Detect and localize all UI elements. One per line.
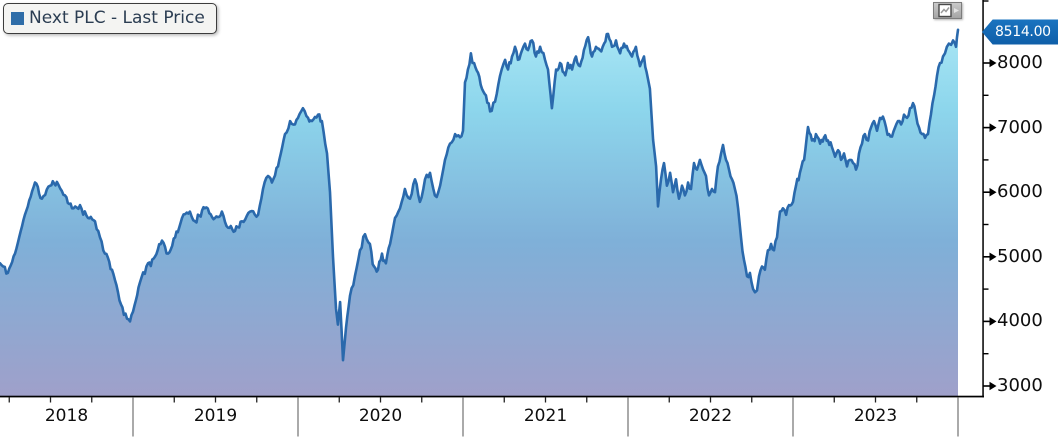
y-axis-label: 5000 — [997, 245, 1043, 267]
y-axis-label: 7000 — [997, 116, 1043, 138]
axes — [0, 0, 997, 437]
y-axis-tick-arrow-icon — [989, 317, 997, 326]
price-area — [0, 29, 958, 397]
legend[interactable]: Next PLC - Last Price — [3, 3, 217, 34]
x-axis-year-label: 2018 — [44, 406, 89, 426]
series-marker-icon — [11, 11, 24, 25]
y-axis-label: 4000 — [997, 310, 1043, 332]
last-price-value: 8514.00 — [995, 24, 1051, 40]
x-axis-year-label: 2021 — [523, 406, 568, 426]
y-axis-tick-arrow-icon — [989, 187, 997, 197]
y-axis-label: 8000 — [997, 52, 1043, 73]
x-axis-year-label: 2019 — [193, 406, 238, 426]
price-line — [0, 28, 960, 362]
x-axis-year-label: 2023 — [853, 406, 898, 426]
last-price-badge: 8514.00 — [982, 19, 1058, 45]
y-axis-label: 3000 — [997, 375, 1043, 396]
y-axis-tick-arrow-icon — [989, 381, 997, 391]
x-axis-year-label: 2020 — [358, 406, 403, 426]
y-axis-line — [982, 0, 984, 398]
x-axis-line — [0, 395, 984, 398]
line-chart-icon — [938, 3, 959, 18]
y-axis-tick-arrow-icon — [989, 252, 997, 262]
y-axis-tick-arrow-icon — [989, 123, 997, 132]
plot-area — [0, 28, 960, 397]
y-axis-tick-arrow-icon — [989, 58, 997, 68]
legend-label: Next PLC - Last Price — [29, 8, 205, 28]
dropdown-arrow-icon — [954, 8, 959, 13]
y-axis-label: 6000 — [997, 181, 1043, 203]
chart-options-button[interactable] — [933, 2, 962, 19]
x-axis-year-label: 2022 — [688, 406, 733, 426]
